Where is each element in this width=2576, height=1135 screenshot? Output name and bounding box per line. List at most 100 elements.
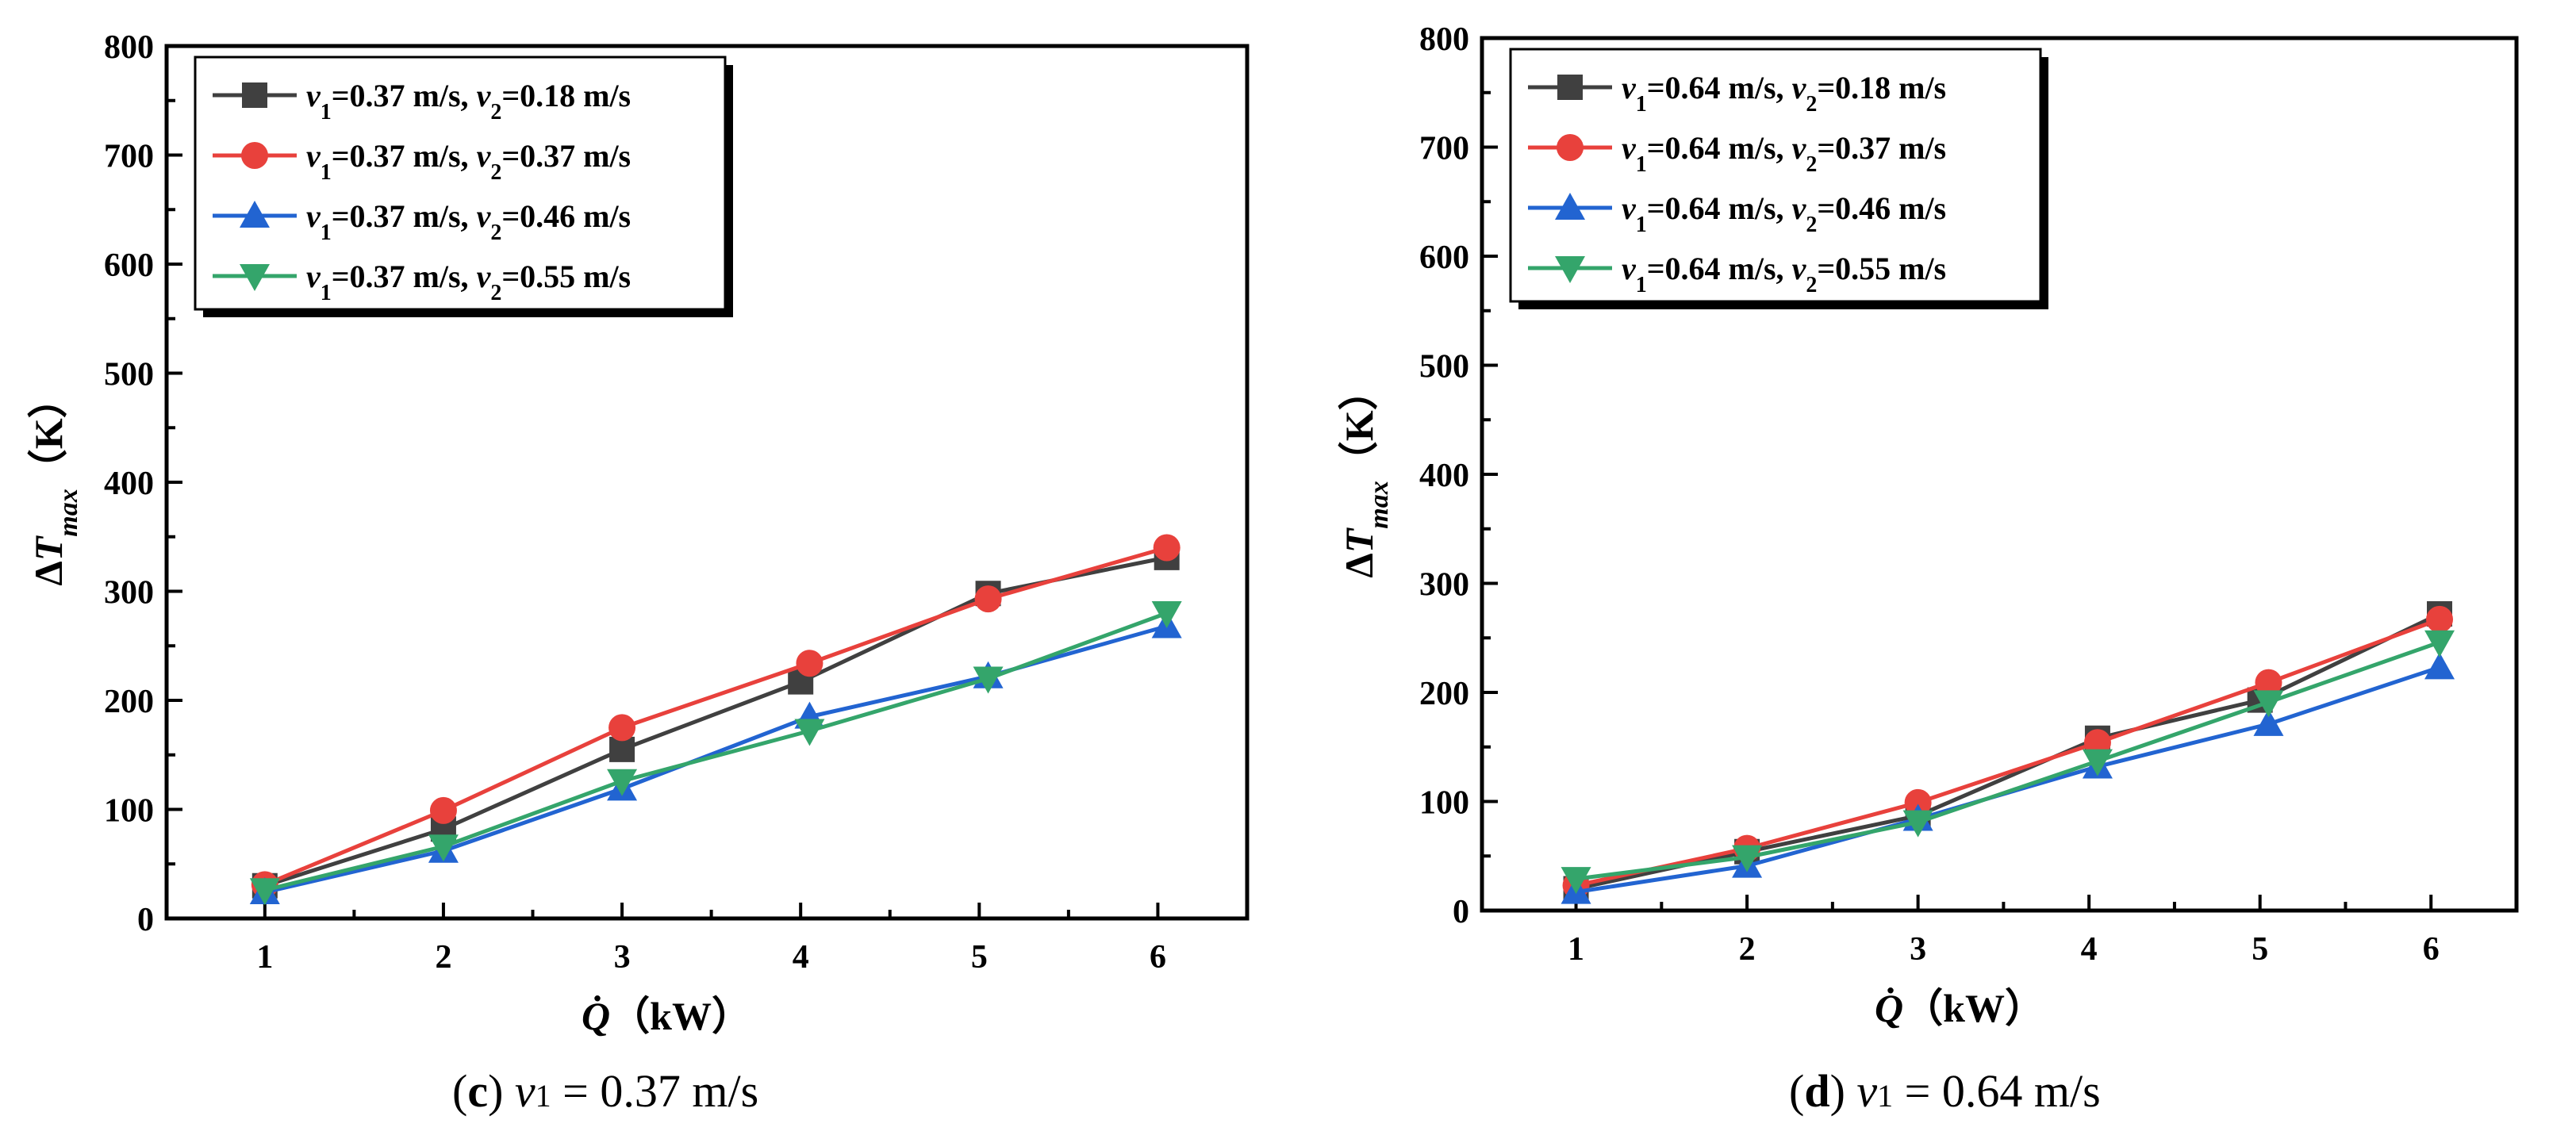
legend-item: v1=0.37 m/s, v2=0.55 m/s [213,259,631,305]
x-axis-label: Q̇（kW） [1875,986,2044,1030]
chart-panel-c: 1 2 3 4 5 6 0 100 200 300 400 500 600 700 800 v1=0.37 m… [26,29,1250,1117]
data-point [2082,749,2113,776]
legend: v1=0.37 m/s, v2=0.18 m/s v1=0.37 m/s, v2=… [194,56,733,317]
legend-marker [1555,256,1585,283]
legend-marker [240,201,270,228]
legend-label: v1=0.64 m/s, v2=0.55 m/s [1622,251,1946,297]
series-line [264,611,1168,892]
data-point [1904,788,1932,816]
data-point [607,769,638,796]
legend-marker [1555,193,1585,220]
legend-item: v1=0.64 m/s, v2=0.46 m/s [1528,190,1946,237]
series-line [264,624,1168,895]
series-line [1576,617,2440,888]
y-tick-label: 400 [104,466,154,502]
data-point [2255,669,2282,696]
y-tick-label: 0 [1453,894,1469,930]
legend-item: v1=0.37 m/s, v2=0.18 m/s [213,78,631,125]
data-point [973,666,1004,694]
data-point [1732,845,1763,872]
y-tick-label: 600 [104,247,154,284]
data-point [608,714,636,742]
series-1 [251,534,1181,899]
x-tick-label: 1 [1568,931,1584,968]
y-tick-label: 200 [1419,676,1469,712]
y-tick-label: 200 [104,684,154,720]
x-tick-label: 4 [793,939,809,976]
series-3 [249,601,1182,906]
y-axis-label: ΔTmax（K） [26,378,83,585]
y-tick-label: 100 [104,793,154,830]
legend-label: v1=0.64 m/s, v2=0.18 m/s [1622,70,1946,117]
legend-marker [1557,75,1583,100]
data-point [428,834,459,862]
data-point [1153,534,1181,562]
data-point [249,878,280,906]
data-point [2426,605,2454,633]
legend-label: v1=0.37 m/s, v2=0.18 m/s [306,78,631,125]
figure-caption: (c) v1 = 0.37 m/s [452,1065,758,1117]
x-axis-label: Q̇（kW） [582,994,751,1038]
data-point [796,650,823,677]
data-point [2424,652,2455,680]
data-point [1902,810,1933,838]
plot-frame [1480,36,2519,913]
series-0 [1563,601,2453,902]
legend-item: v1=0.37 m/s, v2=0.37 m/s [213,138,631,185]
series-1 [1562,605,2454,899]
legend-label: v1=0.37 m/s, v2=0.37 m/s [306,138,631,185]
data-point [2253,690,2284,718]
x-tick-label: 1 [256,939,273,976]
figure-caption: (d) v1 = 0.64 m/s [1789,1065,2101,1117]
y-tick-label: 100 [1419,785,1469,822]
series-line [1576,640,2440,881]
data-point [1151,601,1182,628]
legend-box [1509,48,2042,303]
x-tick-label: 2 [1739,931,1756,968]
plot-frame [164,44,1250,921]
x-tick-label: 2 [435,939,451,976]
y-tick-label: 0 [137,902,154,938]
y-axis-label: ΔTmax（K） [1337,370,1394,577]
y-tick-label: 400 [1419,458,1469,494]
y-tick-label: 500 [1419,349,1469,385]
chart-panel-d: 1 2 3 4 5 6 0 100 200 300 400 500 600 700 800 v1=0.64 m… [1337,21,2519,1117]
series-line [264,555,1168,888]
legend-item: v1=0.64 m/s, v2=0.55 m/s [1528,251,1946,297]
legend-item: v1=0.37 m/s, v2=0.46 m/s [213,198,631,245]
y-tick-label: 700 [1419,131,1469,167]
data-point [2253,708,2284,736]
y-tick-label: 600 [1419,240,1469,276]
legend-marker [241,142,268,169]
x-tick-label: 4 [2081,931,2098,968]
legend-label: v1=0.37 m/s, v2=0.55 m/s [306,259,631,305]
legend-marker [240,264,270,291]
legend-item: v1=0.64 m/s, v2=0.37 m/s [1528,130,1946,177]
legend-marker [1557,134,1584,161]
y-tick-label: 800 [104,29,154,66]
legend-item: v1=0.64 m/s, v2=0.18 m/s [1528,70,1946,117]
series-line [1576,612,2441,891]
y-tick-label: 700 [104,139,154,175]
x-tick-label: 6 [1150,939,1166,976]
y-tick-label: 500 [104,357,154,393]
y-tick-label: 300 [104,575,154,612]
x-tick-label: 3 [614,939,631,976]
x-tick-label: 6 [2423,931,2440,968]
data-point [1561,867,1591,895]
legend-marker [242,82,267,108]
x-tick-label: 5 [2252,931,2268,968]
data-point [974,585,1002,613]
legend-label: v1=0.64 m/s, v2=0.37 m/s [1622,130,1946,177]
y-tick-label: 300 [1419,567,1469,604]
x-tick-label: 3 [1910,931,1926,968]
data-point [429,796,457,824]
y-tick-label: 800 [1419,21,1469,58]
series-line [263,546,1168,887]
series-3 [1561,630,2455,895]
data-point [2424,630,2455,658]
legend-label: v1=0.37 m/s, v2=0.46 m/s [306,198,631,245]
data-point [794,719,825,746]
legend: v1=0.64 m/s, v2=0.18 m/s v1=0.64 m/s, v2=… [1509,48,2048,309]
